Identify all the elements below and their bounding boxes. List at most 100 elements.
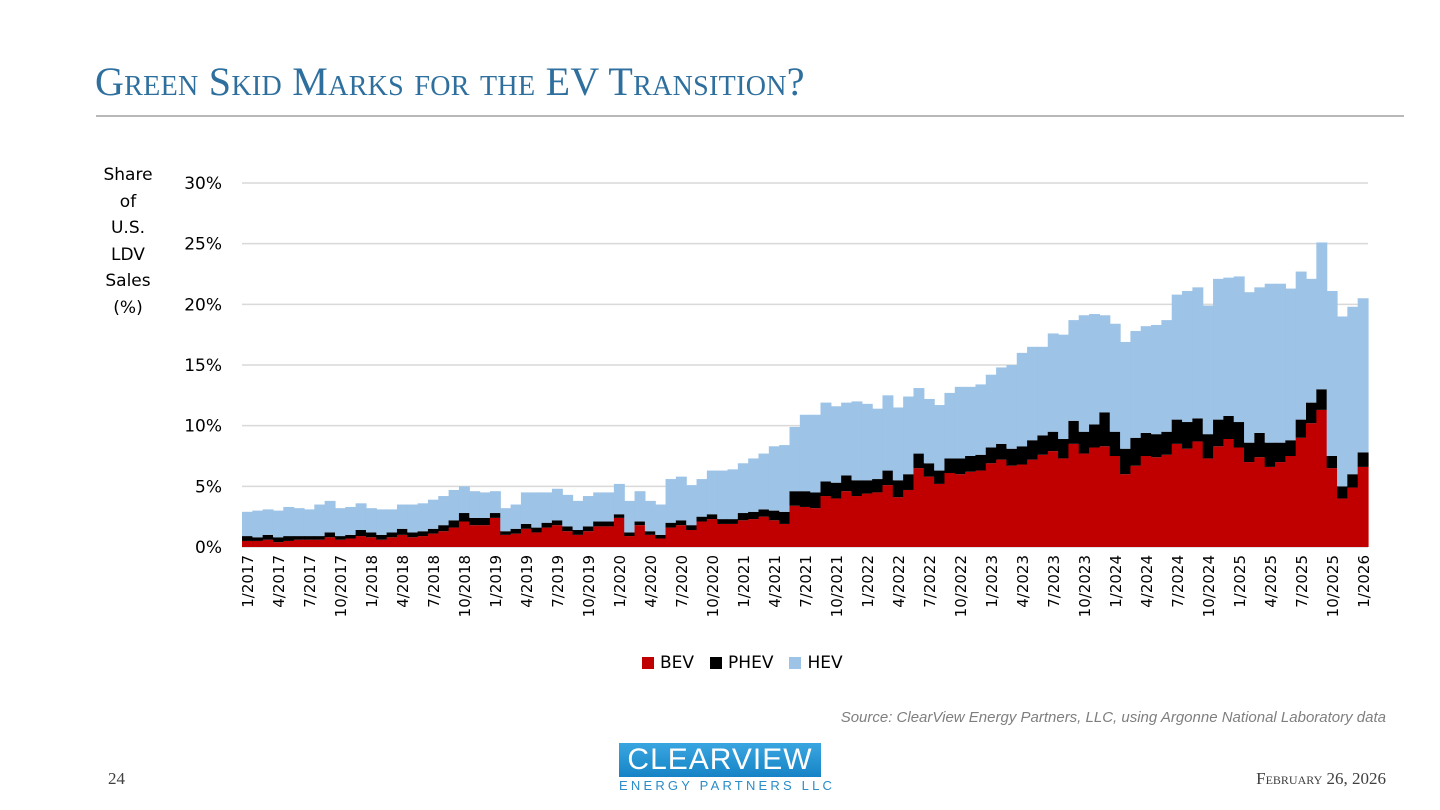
bar-hev <box>334 508 346 537</box>
bar-hev <box>975 384 987 455</box>
bar-hev <box>1264 283 1276 443</box>
legend-label-bev: BEV <box>660 653 695 673</box>
bar-phev <box>799 491 811 507</box>
bar-hev <box>458 486 470 514</box>
x-tick-label: 1/2026 <box>1355 555 1373 608</box>
bar-bev <box>820 496 832 547</box>
bar-phev <box>1347 474 1359 488</box>
bar-hev <box>376 509 388 535</box>
x-tick-label: 10/2025 <box>1324 555 1342 617</box>
slide-date: February 26, 2026 <box>1256 769 1386 788</box>
bar-hev <box>1182 290 1193 423</box>
bar-phev <box>252 537 264 541</box>
bar-hev <box>593 492 605 522</box>
bar-bev <box>427 533 439 547</box>
x-tick-label: 1/2019 <box>487 555 505 608</box>
bar-hev <box>407 504 419 533</box>
x-tick-label: 7/2022 <box>921 555 939 608</box>
bar-bev <box>1058 458 1070 547</box>
bar-phev <box>1058 439 1070 459</box>
bar-phev <box>1006 448 1018 466</box>
bar-hev <box>252 510 264 538</box>
bar-phev <box>1120 448 1131 475</box>
bar-bev <box>1244 462 1255 547</box>
bar-phev <box>1099 412 1111 447</box>
bar-bev <box>1047 451 1059 547</box>
x-tick-label: 7/2023 <box>1045 555 1063 608</box>
x-tick-label: 4/2022 <box>890 555 908 608</box>
bar-bev <box>1140 456 1152 547</box>
bar-hev <box>355 503 367 531</box>
bar-hev <box>479 492 491 518</box>
bar-phev <box>1337 486 1348 499</box>
y-tick-label: 30% <box>184 174 222 194</box>
bar-phev <box>262 534 274 540</box>
bar-phev <box>417 531 429 537</box>
y-axis-label-line: of <box>119 191 137 212</box>
x-tick-label: 4/2025 <box>1262 555 1280 608</box>
bar-hev <box>510 504 522 529</box>
bar-phev <box>593 521 605 527</box>
bar-phev <box>779 511 791 524</box>
bar-bev <box>1285 456 1297 547</box>
bar-phev <box>1264 442 1276 467</box>
bar-hev <box>262 509 274 535</box>
y-axis-label-line: U.S. <box>110 218 146 238</box>
bar-bev <box>314 539 326 547</box>
bar-phev <box>396 528 408 535</box>
legend-swatch-phev <box>710 657 723 669</box>
bar-phev <box>810 492 822 509</box>
x-tick-label: 4/2021 <box>766 555 784 608</box>
x-tick-label: 7/2025 <box>1293 555 1311 608</box>
bar-bev <box>531 532 543 547</box>
bar-hev <box>799 414 811 492</box>
bar-bev <box>696 521 708 547</box>
bar-hev <box>531 492 543 528</box>
bar-hev <box>624 500 636 533</box>
bar-hev <box>882 395 894 471</box>
bar-bev <box>355 536 367 547</box>
slide-title: Green Skid Marks for the EV Transition? <box>95 59 805 104</box>
bar-hev <box>396 504 408 529</box>
bar-hev <box>665 479 677 523</box>
bar-bev <box>1275 462 1286 547</box>
bar-phev <box>851 480 863 497</box>
bar-bev <box>386 537 398 547</box>
bar-bev <box>283 540 295 547</box>
bar-bev <box>1254 457 1266 547</box>
bar-bev <box>944 472 956 547</box>
bar-bev <box>1171 443 1183 547</box>
bar-hev <box>1099 315 1111 413</box>
bar-hev <box>551 488 563 521</box>
bar-phev <box>1223 415 1235 440</box>
bar-bev <box>293 539 305 547</box>
bar-phev <box>314 536 326 540</box>
x-tick-label: 7/2021 <box>797 555 815 608</box>
bar-bev <box>541 527 553 547</box>
bar-phev <box>861 480 873 494</box>
bar-hev <box>520 492 532 524</box>
bar-phev <box>1109 431 1121 456</box>
bar-phev <box>996 443 1008 460</box>
bar-bev <box>872 492 884 547</box>
y-tick-label: 20% <box>184 295 222 315</box>
bar-bev <box>303 539 315 547</box>
bar-phev <box>923 463 935 477</box>
bar-bev <box>1306 423 1317 547</box>
bar-hev <box>768 446 780 511</box>
title-divider <box>96 115 1404 117</box>
bar-phev <box>345 534 357 539</box>
bar-phev <box>1140 432 1152 456</box>
x-tick-label: 4/2017 <box>270 555 288 608</box>
bar-phev <box>675 520 687 526</box>
bar-bev <box>334 539 346 547</box>
bar-phev <box>1078 431 1090 454</box>
bar-phev <box>841 475 853 492</box>
bar-hev <box>696 479 708 517</box>
bar-bev <box>841 491 853 547</box>
bar-bev <box>634 525 646 547</box>
bar-phev <box>975 454 987 471</box>
bar-phev <box>458 513 470 522</box>
bar-hev <box>727 469 739 520</box>
bar-bev <box>1089 447 1101 547</box>
